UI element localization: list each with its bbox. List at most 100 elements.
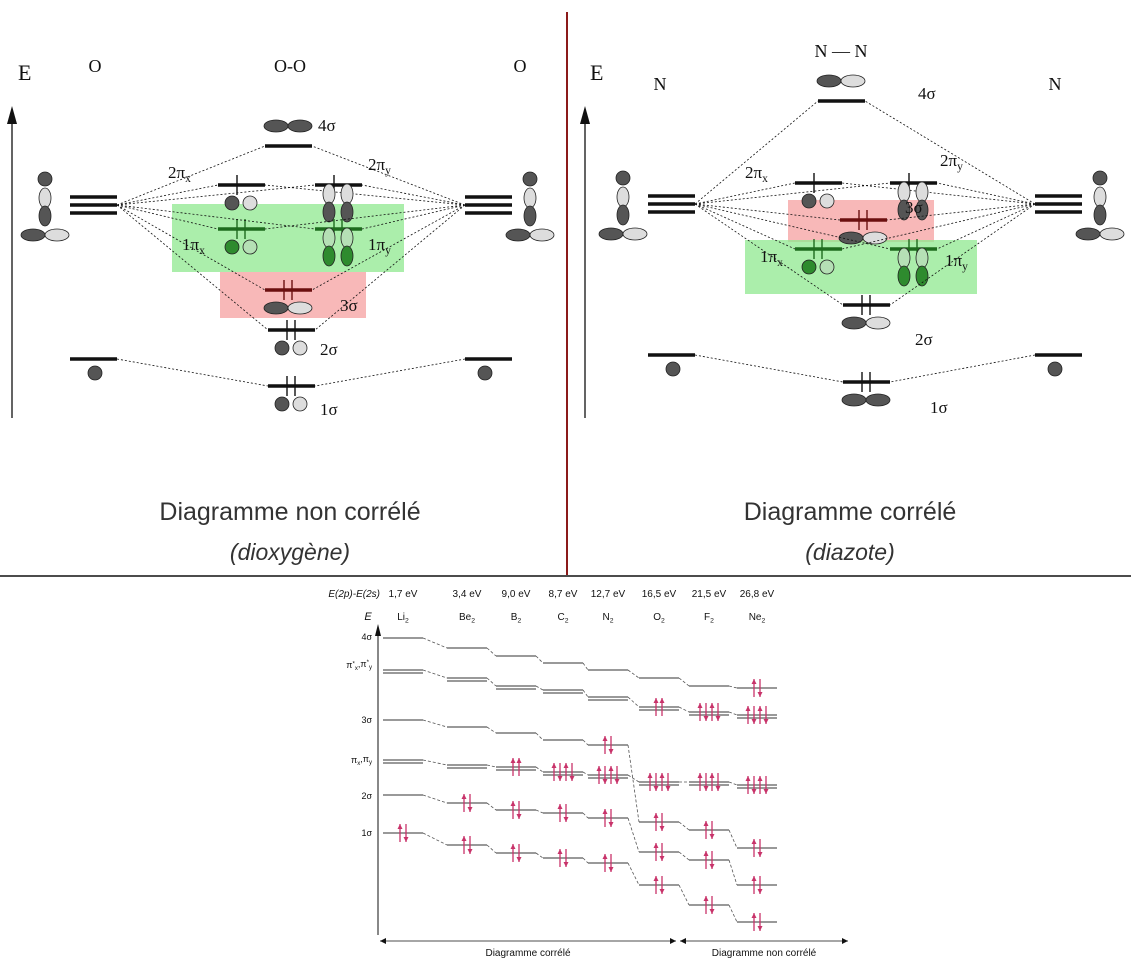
- orbital-lobe: [506, 229, 530, 241]
- text-part: x: [185, 172, 191, 185]
- text-part: O: [89, 56, 102, 76]
- text-part: 1σ: [361, 828, 372, 838]
- axis-label: E: [590, 60, 603, 85]
- region-label: Diagramme non corrélé: [712, 948, 817, 959]
- text-part: y: [957, 160, 963, 173]
- text-part: N — N: [815, 41, 868, 61]
- orbital-lobe: [866, 317, 890, 329]
- orbital-lobe: [288, 302, 312, 314]
- text-part: x: [762, 172, 768, 185]
- orbital-lobe: [898, 248, 910, 268]
- orbital-lobe: [841, 75, 865, 87]
- orbital-lobe: [225, 240, 239, 254]
- orbital-lobe: [616, 171, 630, 185]
- orbital-lobe: [617, 205, 629, 225]
- gap-label: E(2p)-E(2s): [328, 589, 380, 600]
- text-part: 4σ: [361, 632, 372, 642]
- orbital-lobe: [275, 341, 289, 355]
- text-part: y: [962, 260, 968, 273]
- level-label: 4σ: [361, 632, 372, 642]
- text-part: 2: [610, 617, 614, 624]
- axis-label: E: [364, 611, 372, 623]
- text-part: N: [602, 612, 609, 623]
- orbital-lobe: [617, 187, 629, 207]
- text-part: 2π: [168, 163, 186, 182]
- text-part: 4σ: [918, 84, 936, 103]
- atom-label: O: [89, 56, 102, 76]
- gap-value: 3,4 eV: [453, 589, 482, 600]
- text-part: (diazote): [805, 539, 894, 565]
- orbital-lobe: [1094, 187, 1106, 207]
- text-part: 2: [471, 617, 475, 624]
- orbital-lobe: [599, 228, 623, 240]
- orbital-lobe: [802, 260, 816, 274]
- orbital-lobe: [323, 202, 335, 222]
- orbital-lobe: [39, 188, 51, 208]
- orbital-label: 1σ: [930, 398, 948, 417]
- text-part: C: [557, 612, 564, 623]
- gap-value: 26,8 eV: [740, 589, 775, 600]
- text-part: 1π: [368, 235, 386, 254]
- text-part: E: [364, 611, 372, 623]
- orbital-lobe: [293, 341, 307, 355]
- caption: Diagramme corrélé: [744, 498, 957, 526]
- text-part: y: [385, 164, 391, 177]
- orbital-lobe: [341, 228, 353, 248]
- level-label: 3σ: [361, 715, 372, 725]
- text-part: x: [777, 256, 783, 269]
- text-part: 21,5 eV: [692, 589, 727, 600]
- axis-label: E: [18, 60, 31, 85]
- text-part: 4σ: [318, 116, 336, 135]
- orbital-lobe: [323, 246, 335, 266]
- orbital-lobe: [1100, 228, 1124, 240]
- text-part: E(2p)-E(2s): [328, 589, 380, 600]
- orbital-label: 4σ: [318, 116, 336, 135]
- atom-label: N: [1049, 74, 1062, 94]
- text-part: O-O: [274, 56, 306, 76]
- orbital-lobe: [39, 206, 51, 226]
- orbital-lobe: [323, 184, 335, 204]
- orbital-label: 3σ: [340, 296, 358, 315]
- orbital-lobe: [523, 172, 537, 186]
- orbital-label: 3σ: [905, 198, 923, 217]
- orbital-lobe: [820, 260, 834, 274]
- text-part: Diagramme non corrélé: [159, 498, 420, 526]
- text-part: 8,7 eV: [549, 589, 578, 600]
- text-part: E: [590, 60, 603, 85]
- subcaption: (diazote): [805, 539, 894, 565]
- text-part: 1σ: [930, 398, 948, 417]
- text-part: (dioxygène): [230, 539, 350, 565]
- text-part: 2σ: [915, 330, 933, 349]
- text-part: ,π: [360, 754, 369, 764]
- orbital-lobe: [802, 194, 816, 208]
- text-part: E: [18, 60, 31, 85]
- text-part: 1π: [945, 251, 963, 270]
- text-part: 2: [762, 617, 766, 624]
- orbital-lobe: [1093, 171, 1107, 185]
- orbital-lobe: [45, 229, 69, 241]
- orbital-lobe: [341, 184, 353, 204]
- orbital-lobe: [524, 188, 536, 208]
- text-part: 26,8 eV: [740, 589, 775, 600]
- text-part: 2: [517, 617, 521, 624]
- text-part: ,π: [358, 659, 367, 669]
- gap-value: 12,7 eV: [591, 589, 626, 600]
- orbital-lobe: [275, 397, 289, 411]
- orbital-label: 2σ: [320, 340, 338, 359]
- text-part: 2: [710, 617, 714, 624]
- atom-label: N: [654, 74, 667, 94]
- text-part: Li: [397, 612, 405, 623]
- level-label: 2σ: [361, 791, 372, 801]
- gap-value: 1,7 eV: [389, 589, 418, 600]
- orbital-lobe: [1076, 228, 1100, 240]
- molecule-label: N — N: [815, 41, 868, 61]
- text-part: y: [385, 244, 391, 257]
- orbital-lobe: [916, 248, 928, 268]
- atom-label: O: [514, 56, 527, 76]
- orbital-lobe: [1048, 362, 1062, 376]
- orbital-lobe: [38, 172, 52, 186]
- caption: Diagramme non corrélé: [159, 498, 420, 526]
- text-part: Ne: [749, 612, 762, 623]
- gap-value: 9,0 eV: [502, 589, 531, 600]
- orbital-lobe: [898, 266, 910, 286]
